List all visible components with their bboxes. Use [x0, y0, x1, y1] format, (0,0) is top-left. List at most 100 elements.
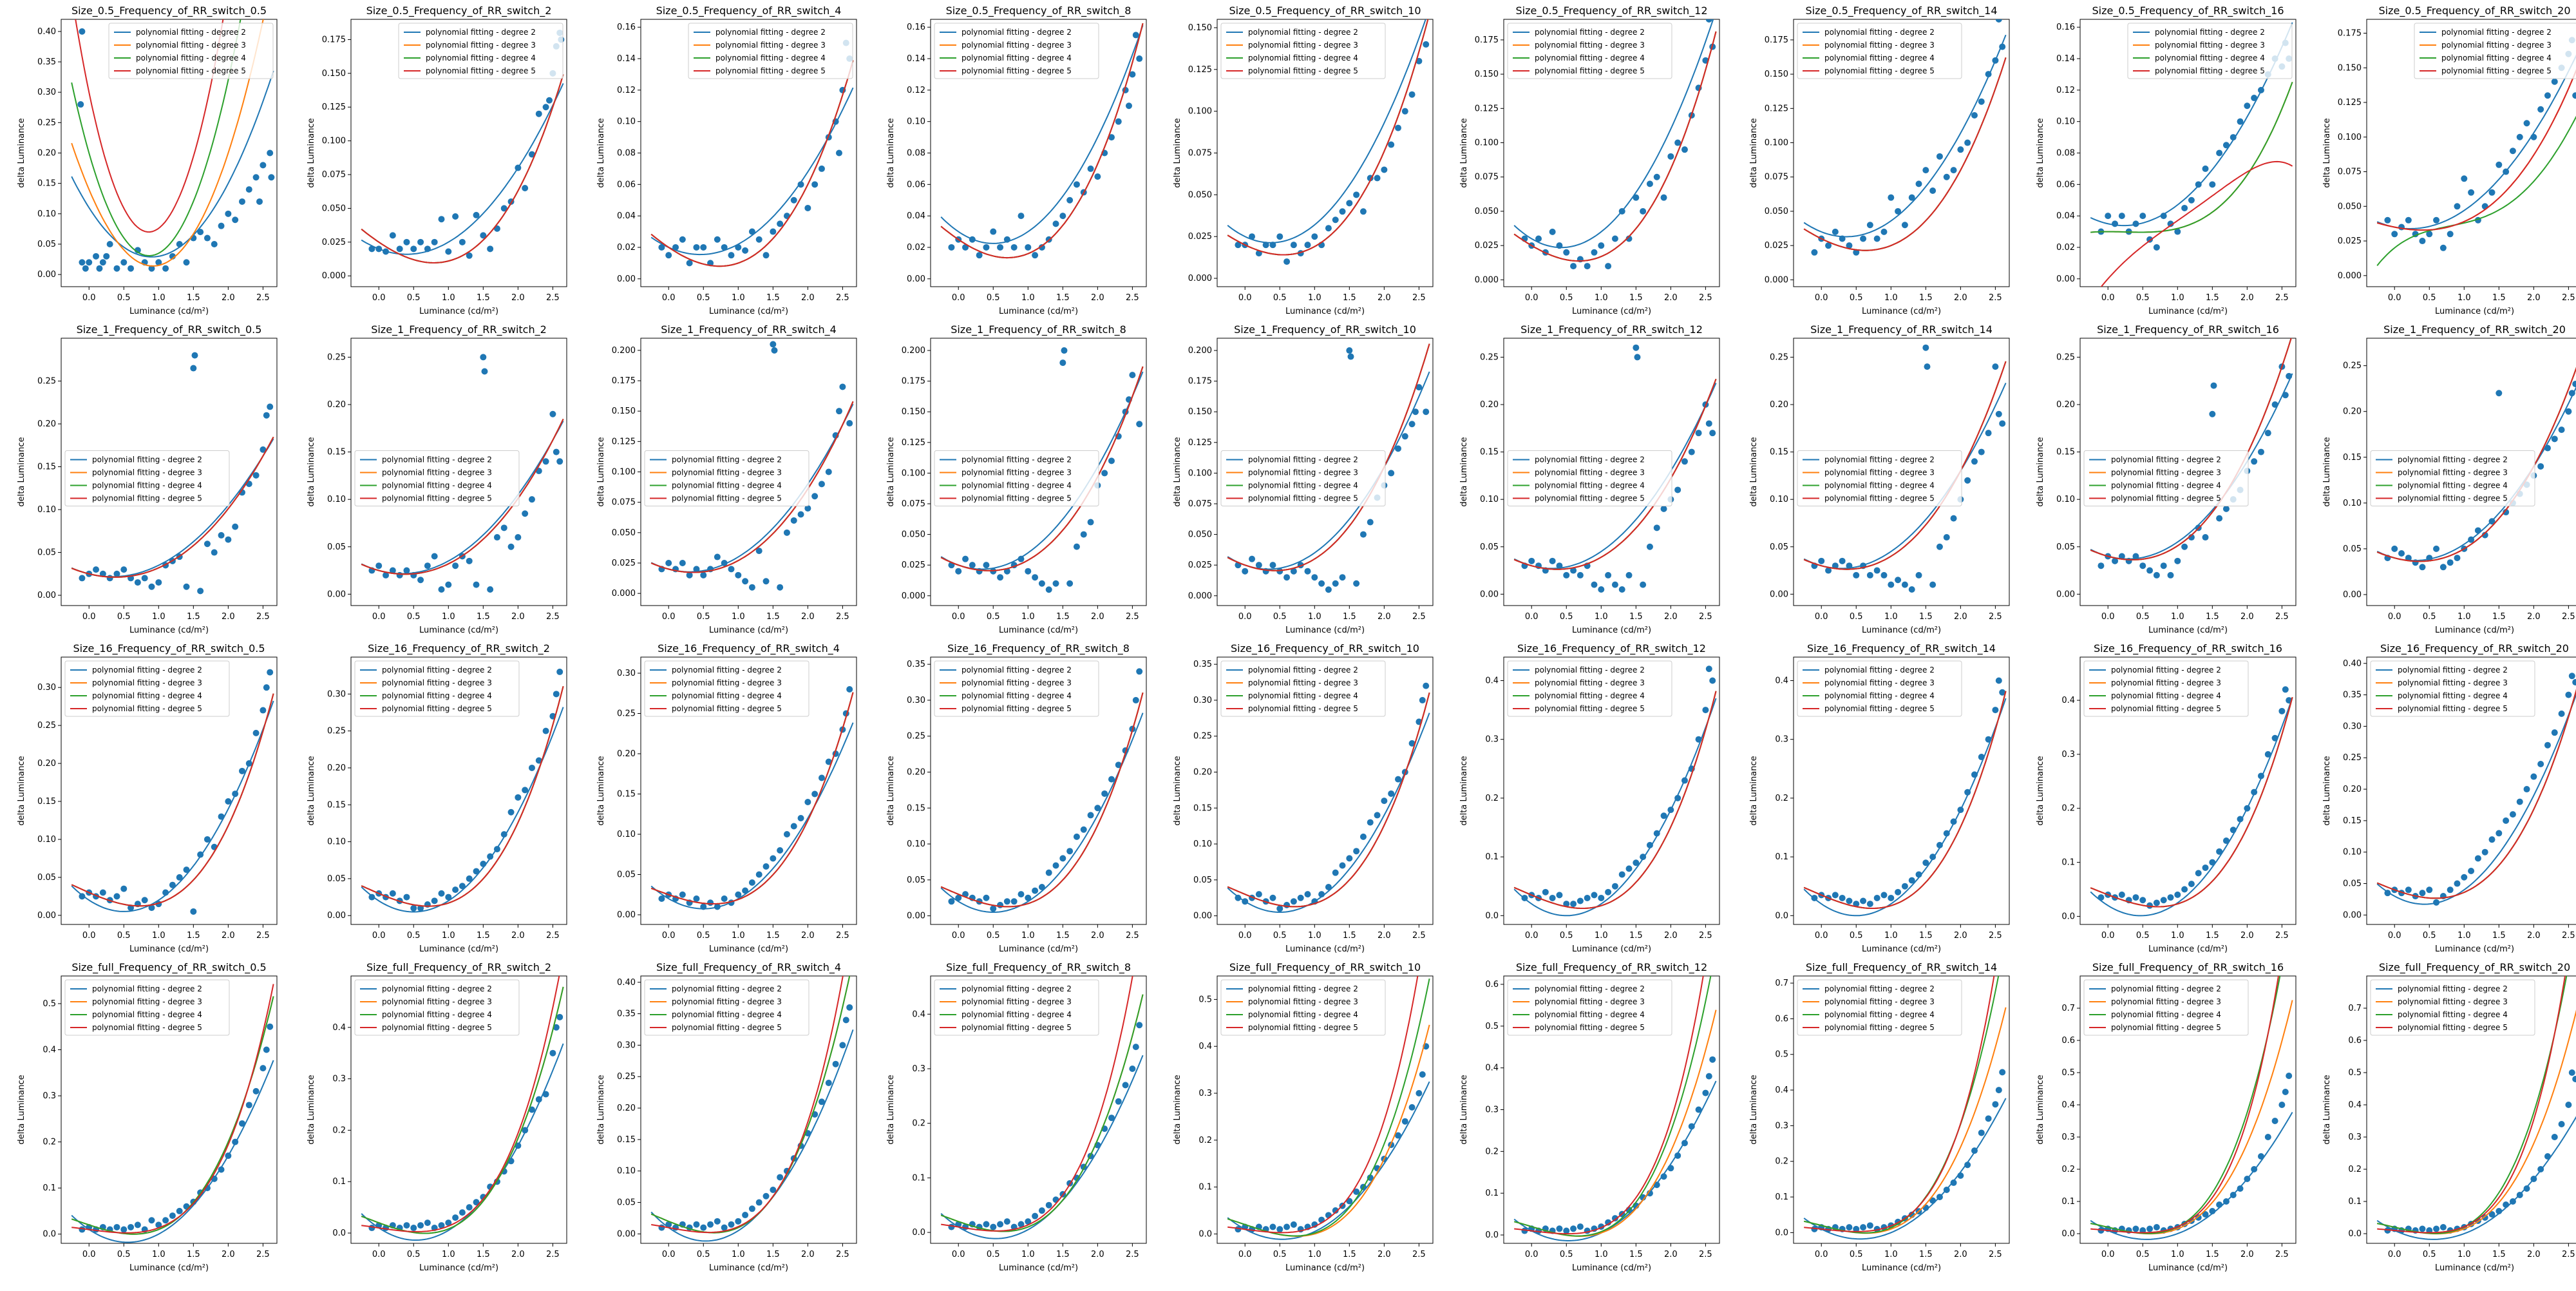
- data-point: [1045, 869, 1052, 876]
- data-point: [2286, 1073, 2293, 1079]
- data-point: [2118, 553, 2125, 560]
- data-point: [962, 244, 969, 251]
- fit-lines: [2376, 54, 2576, 267]
- data-point: [487, 245, 494, 253]
- x-tick-label: 0.0: [662, 293, 676, 303]
- data-point: [368, 894, 375, 901]
- axes-frame: [350, 338, 567, 606]
- data-point: [1318, 580, 1325, 587]
- data-point: [2516, 798, 2523, 805]
- data-point: [1563, 571, 1570, 579]
- subplot-5: Size_0.5_Frequency_of_RR_switch_100.0 0.5…: [1173, 5, 1434, 316]
- data-point: [232, 216, 239, 224]
- x-tick-label: 1.0: [732, 293, 745, 303]
- data-point: [141, 897, 148, 904]
- y-tick-label: 0.6: [2348, 1036, 2362, 1046]
- data-point: [1262, 242, 1269, 249]
- data-point: [134, 247, 141, 254]
- data-point: [256, 198, 263, 205]
- data-point: [438, 1222, 445, 1229]
- data-point: [1304, 568, 1311, 575]
- y-tick-label: 0.04: [2056, 211, 2075, 221]
- fit-line-deg3: [1227, 692, 1430, 908]
- x-tick-label: 2.0: [2240, 612, 2254, 622]
- x-tick-label: 0.5: [117, 293, 131, 303]
- data-point: [1611, 883, 1618, 890]
- data-point: [1705, 1073, 1712, 1080]
- x-tick-label: 1.5: [187, 1250, 200, 1259]
- data-point: [162, 265, 169, 272]
- y-tick-label: 0.3: [1775, 1121, 1788, 1131]
- data-point: [1605, 1219, 1612, 1226]
- y-tick-label: 0.16: [617, 23, 636, 32]
- x-tick-label: 2.0: [1091, 612, 1104, 622]
- fit-lines: [940, 23, 1144, 259]
- data-point: [1108, 1114, 1115, 1122]
- legend-label-deg2: polynomial fitting - degree 2: [2398, 665, 2508, 674]
- y-tick-label: 0.150: [322, 69, 346, 79]
- data-point: [1908, 586, 1915, 593]
- data-point: [410, 245, 417, 253]
- axes-frame: [1793, 975, 2010, 1244]
- y-tick-label: 0.15: [37, 797, 56, 807]
- subplot-18: Size_1_Frequency_of_RR_switch_200.0 0.5 1.…: [2322, 323, 2576, 635]
- y-tick-label: 0.04: [907, 211, 925, 221]
- subplot-6: Size_0.5_Frequency_of_RR_switch_120.0 0.5…: [1459, 5, 1720, 316]
- data-point: [1618, 586, 1625, 593]
- legend-label-deg5: polynomial fitting - degree 5: [961, 66, 1072, 75]
- data-point: [1374, 175, 1381, 182]
- legend-label-deg5: polynomial fitting - degree 5: [1824, 704, 1935, 713]
- x-tick-label: 1.5: [1343, 1250, 1356, 1259]
- data-point: [1549, 228, 1556, 235]
- y-tick-label: 0.20: [37, 149, 56, 158]
- axes-frame: [1503, 656, 1720, 925]
- data-point: [825, 468, 832, 475]
- y-tick-label: 0.050: [612, 528, 636, 538]
- legend-label-deg2: polynomial fitting - degree 2: [382, 665, 492, 674]
- data-point: [1290, 568, 1297, 575]
- data-point: [1542, 888, 1549, 895]
- data-point: [2282, 1089, 2289, 1095]
- x-tick-label: 0.5: [2136, 293, 2150, 303]
- data-point: [2251, 95, 2258, 102]
- data-point: [368, 1225, 375, 1232]
- legend: polynomial fitting - degree 2polynomial …: [934, 979, 1099, 1036]
- subplot-26: Size_16_Frequency_of_RR_switch_160.0 0.5 1…: [2036, 642, 2297, 954]
- data-point: [1388, 790, 1395, 797]
- legend-label-deg5: polynomial fitting - degree 5: [382, 1023, 492, 1032]
- legend: polynomial fitting - degree 2polynomial …: [1220, 660, 1386, 717]
- data-point: [1419, 696, 1426, 703]
- data-point: [1290, 242, 1297, 249]
- data-point: [1129, 372, 1136, 379]
- data-point: [721, 244, 728, 251]
- data-point: [1412, 408, 1419, 416]
- x-tick-label: 0.5: [987, 1250, 1000, 1259]
- x-tick-label: 2.5: [2562, 1250, 2575, 1259]
- y-tick-label: 0.35: [1193, 660, 1212, 669]
- data-point: [1025, 244, 1032, 251]
- fit-line-deg4: [1227, 978, 1430, 1237]
- y-axis-label: delta Luminance: [307, 756, 316, 825]
- y-tick-label: 0.00: [37, 911, 56, 921]
- x-tick-label: 2.0: [801, 293, 815, 303]
- fit-line-deg2: [940, 1055, 1144, 1239]
- x-axis-label: Luminance (cd/m²): [709, 1263, 788, 1273]
- data-point: [1995, 1087, 2002, 1094]
- data-point: [1625, 571, 1633, 579]
- data-point: [1535, 235, 1542, 242]
- data-point: [1080, 531, 1087, 538]
- data-point: [1570, 1225, 1577, 1232]
- data-point: [2419, 238, 2426, 245]
- legend-box: [644, 660, 810, 717]
- legend: polynomial fitting - degree 2polynomial …: [1507, 23, 1672, 79]
- legend: polynomial fitting - degree 2polynomial …: [934, 660, 1099, 717]
- x-tick-label: 2.5: [546, 612, 560, 622]
- fit-lines: [650, 976, 854, 1242]
- fit-line-deg2: [2090, 22, 2293, 227]
- legend: polynomial fitting - degree 2polynomial …: [1220, 23, 1386, 79]
- data-point: [383, 571, 390, 579]
- data-point: [797, 181, 804, 188]
- data-point: [735, 571, 742, 579]
- x-axis-label: Luminance (cd/m²): [419, 1263, 498, 1273]
- fit-lines: [71, 19, 274, 267]
